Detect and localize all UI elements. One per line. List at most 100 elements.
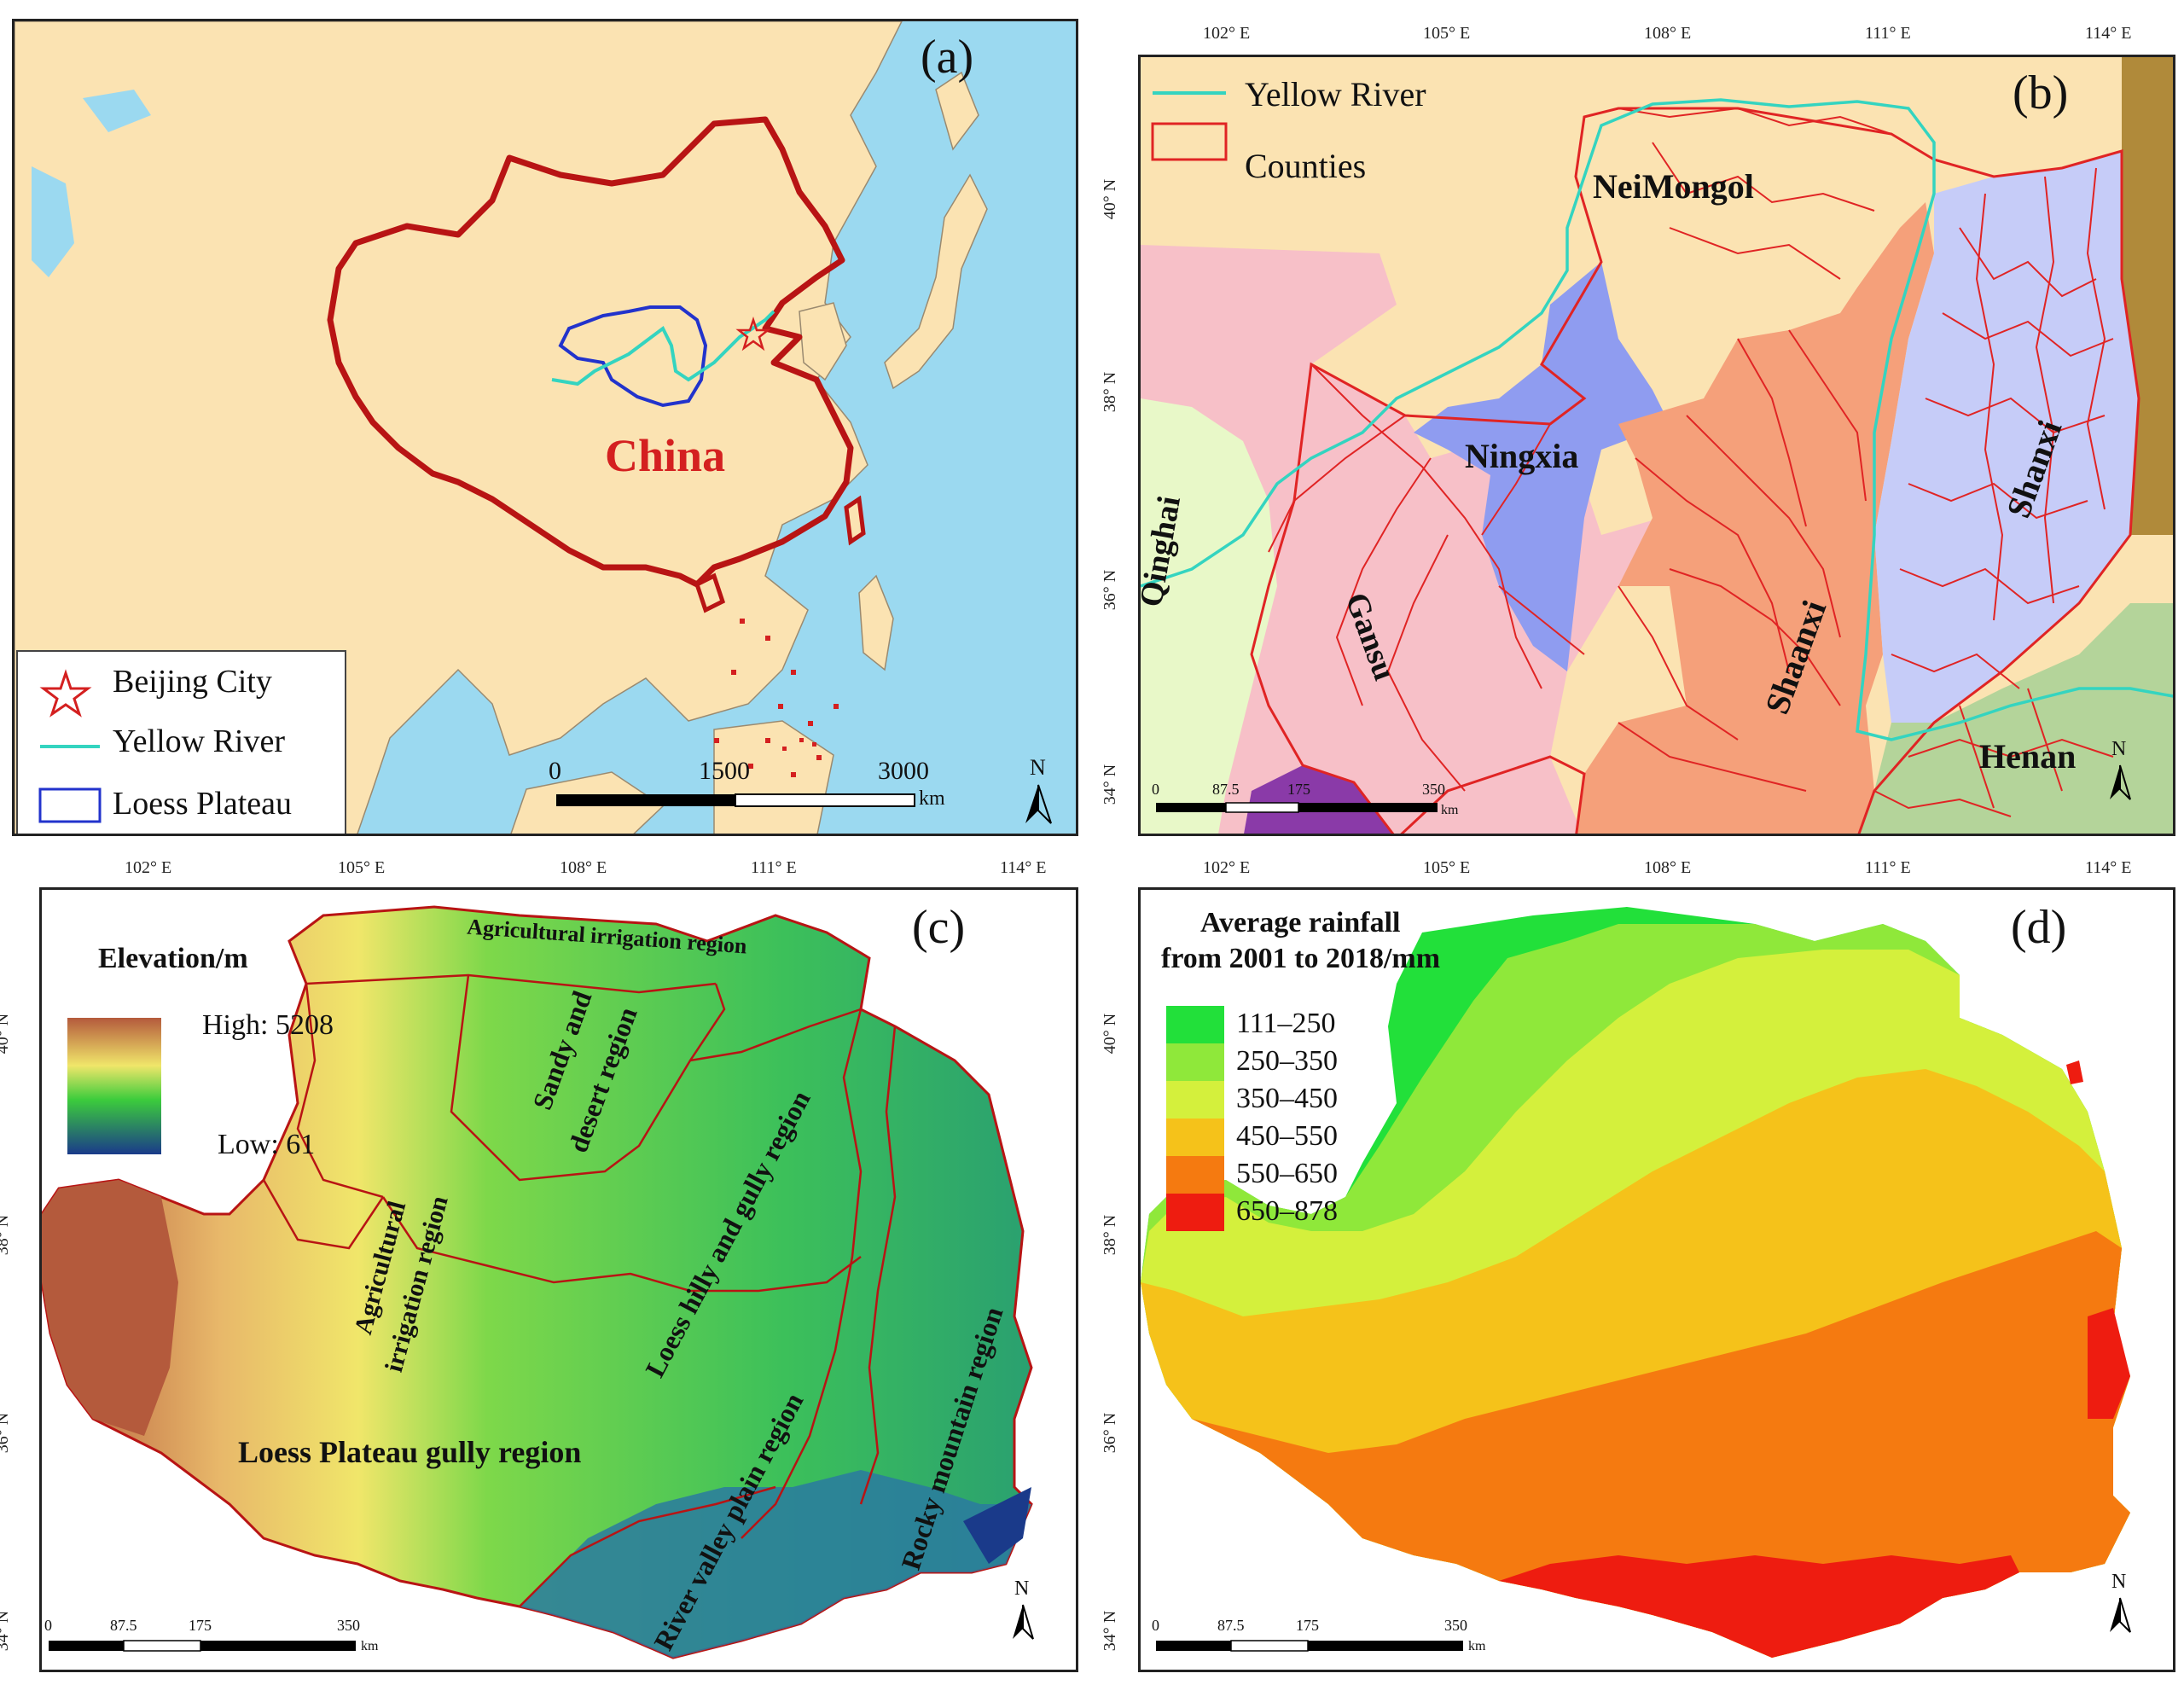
c-scale-0: 0	[44, 1617, 52, 1634]
legend-yellow-river-label: Yellow River	[113, 723, 285, 759]
legend-class-4: 550–650	[1236, 1158, 1338, 1189]
elevation-low-label: Low: 61	[218, 1129, 316, 1160]
north-arrow-outline	[1037, 784, 1052, 824]
b-north-arrow-icon	[2110, 765, 2120, 799]
rainfall-zone-650-878-east	[2088, 1308, 2130, 1419]
panel-a-china-map: (a) China Beijing City Yellow River Loes…	[12, 19, 1078, 836]
county-boundaries	[1268, 107, 2114, 817]
b-scale-175: 175	[1287, 781, 1310, 798]
d-north-arrow-outline	[2119, 1597, 2131, 1633]
d-lon-tick-4: 114° E	[2085, 858, 2132, 877]
rainfall-legend-title-1: Average rainfall	[1200, 907, 1401, 938]
legend-swatch-111-250	[1166, 1006, 1224, 1043]
legend-swatch-250-350	[1166, 1043, 1224, 1081]
rainfall-zone-550-650	[1192, 1231, 2130, 1658]
province-henan: Henan	[1979, 737, 2077, 776]
c-scale-white	[123, 1640, 201, 1652]
c-lon-tick-2: 108° E	[560, 858, 607, 877]
d-lon-tick-2: 108° E	[1644, 858, 1692, 877]
rainfall-spot-north	[2066, 1060, 2083, 1084]
rainfall-zone-650-878	[1499, 1555, 2019, 1658]
taiwan	[844, 495, 866, 546]
c-lon-tick-1: 105° E	[338, 858, 386, 877]
d-lat-tick-2: 36° N	[1101, 1412, 1120, 1454]
c-scale-black	[49, 1641, 356, 1651]
caspian-sea	[32, 166, 74, 277]
legend-beijing-label: Beijing City	[113, 664, 272, 700]
north-arrow-icon	[1025, 785, 1038, 823]
legend-b-yellow-river: Yellow River	[1245, 75, 1426, 113]
yellow-river-line-b	[1141, 98, 2173, 741]
d-scale-km: km	[1468, 1639, 1486, 1653]
legend-class-3: 450–550	[1236, 1120, 1338, 1152]
shaanxi-area	[1576, 202, 1934, 834]
c-lon-tick-4: 114° E	[1000, 858, 1047, 877]
elevation-surface	[42, 905, 1033, 1659]
rainfall-legend-title-2: from 2001 to 2018/mm	[1161, 943, 1441, 974]
panel-label-b: (b)	[2013, 67, 2069, 119]
d-scale-350: 350	[1444, 1617, 1467, 1634]
d-scale-white	[1230, 1640, 1309, 1652]
b-lat-tick-2: 36° N	[1101, 569, 1120, 611]
elevation-high-label: High: 5208	[202, 1009, 334, 1041]
b-lat-tick-3: 34° N	[1101, 764, 1120, 805]
c-scale-350: 350	[337, 1617, 360, 1634]
ningxia-area	[1414, 262, 1670, 671]
c-lat-tick-1: 38° N	[0, 1215, 13, 1256]
river-valley-lowland	[520, 1470, 1031, 1658]
panel-d-rainfall-map: (d) Average rainfall from 2001 to 2018/m…	[1138, 887, 2175, 1672]
panel-c-elevation-map: (c) Elevation/m High: 5208 Low: 61 Agric…	[39, 887, 1078, 1672]
panel-b-province-map: (b) Yellow River Counties NeiMongol Ning…	[1138, 55, 2175, 836]
b-lon-tick-3: 111° E	[1865, 24, 1911, 43]
c-scale-87: 87.5	[110, 1617, 137, 1634]
province-neimongol: NeiMongol	[1593, 167, 1754, 206]
china-border	[327, 116, 854, 588]
legend-swatch-450-550	[1166, 1118, 1224, 1156]
c-lat-tick-3: 34° N	[0, 1611, 13, 1652]
asia-landmass	[15, 21, 903, 834]
d-lon-tick-3: 111° E	[1865, 858, 1911, 877]
b-lon-tick-2: 108° E	[1644, 24, 1692, 43]
legend-class-2: 350–450	[1236, 1083, 1338, 1114]
shanxi-area	[1874, 151, 2139, 723]
elevation-map-svg	[42, 905, 1034, 1659]
c-lat-tick-2: 36° N	[0, 1413, 13, 1454]
b-scale-350: 350	[1422, 781, 1445, 798]
scale-label-0: 0	[549, 757, 561, 785]
hebei-area	[2122, 57, 2173, 535]
philippines	[858, 574, 894, 671]
province-ningxia: Ningxia	[1465, 437, 1579, 475]
legend-swatch-650-878	[1166, 1194, 1224, 1231]
d-lat-tick-0: 40° N	[1101, 1013, 1120, 1055]
south-china-sea-islands	[714, 619, 839, 777]
d-scale-black	[1156, 1641, 1463, 1651]
legend-swatch-550-650	[1166, 1156, 1224, 1194]
sub-region-boundaries	[262, 973, 897, 1607]
gansu-area	[1141, 245, 1670, 834]
c-north-arrow-outline	[1022, 1604, 1034, 1640]
qinghai-area	[1141, 398, 1277, 834]
japan	[884, 173, 988, 390]
c-lon-tick-0: 102° E	[125, 858, 172, 877]
b-scale-87: 87.5	[1212, 781, 1240, 798]
scale-label-3000: 3000	[878, 757, 929, 785]
scale-bar-black	[556, 794, 735, 806]
aral-sea	[83, 90, 151, 132]
d-scale-87: 87.5	[1217, 1617, 1245, 1634]
rainfall-map-svg	[1141, 907, 2131, 1658]
b-scale-0: 0	[1152, 781, 1159, 798]
b-north-label: N	[2111, 738, 2127, 760]
scale-bar-white	[735, 793, 915, 807]
legend-class-5: 650–878	[1236, 1195, 1338, 1227]
b-scale-km: km	[1441, 803, 1459, 817]
b-lon-tick-0: 102° E	[1203, 24, 1251, 43]
legend-class-0: 111–250	[1236, 1008, 1336, 1039]
legend-loess-swatch	[38, 787, 102, 823]
high-elevation-west	[42, 1180, 178, 1436]
c-scale-175: 175	[189, 1617, 212, 1634]
b-lat-tick-1: 38° N	[1101, 371, 1120, 413]
b-scale-white	[1225, 802, 1299, 813]
loess-boundary	[1250, 107, 2140, 834]
c-scale-km: km	[361, 1639, 379, 1653]
china-label: China	[605, 430, 726, 481]
